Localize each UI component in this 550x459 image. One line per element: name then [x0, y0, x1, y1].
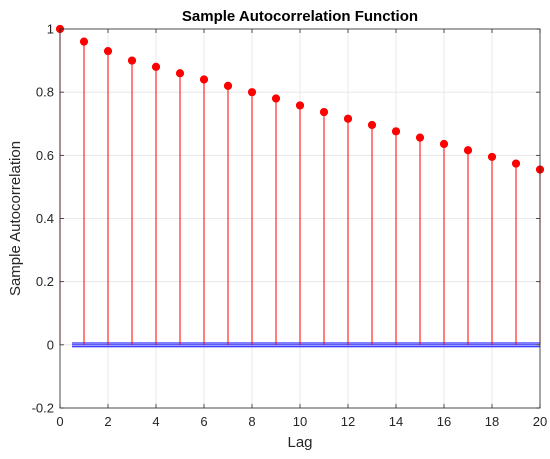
- y-tick-label: 0.2: [36, 274, 54, 289]
- y-tick-label: -0.2: [32, 401, 54, 416]
- tick-layer: 0 2 4 6 8 10 12 14 16 18 20-0.200.20.40.60.81: [32, 22, 548, 430]
- stem-marker: [463, 146, 473, 155]
- x-tick-label: 8: [248, 414, 255, 429]
- stem-marker: [487, 152, 497, 162]
- stem-marker: [343, 114, 353, 123]
- stem-marker: [391, 127, 401, 136]
- stem-marker: [511, 159, 521, 168]
- y-tick-label: 0.4: [36, 211, 54, 226]
- stem-marker: [319, 107, 329, 117]
- stem-marker: [295, 101, 305, 110]
- x-tick-label: 2: [104, 414, 111, 429]
- confidence-bounds: [72, 342, 540, 348]
- stem-marker: [367, 120, 377, 130]
- stem-marker: [439, 139, 449, 149]
- stem-marker: [151, 62, 161, 72]
- stem-marker: [127, 56, 137, 65]
- x-tick-label: 6: [200, 414, 207, 429]
- x-tick-label: 0: [56, 414, 63, 429]
- y-tick-label: 0: [47, 337, 54, 352]
- y-tick-label: 1: [47, 22, 54, 37]
- stem-marker: [103, 47, 113, 56]
- y-tick-label: 0.8: [36, 85, 54, 100]
- x-tick-label: 16: [437, 414, 451, 429]
- x-axis-label: Lag: [287, 434, 312, 451]
- stem-marker: [175, 69, 185, 78]
- stem-marker: [247, 88, 257, 97]
- stem-marker: [199, 75, 209, 84]
- chart-title: Sample Autocorrelation Function: [182, 8, 418, 25]
- x-tick-label: 18: [485, 414, 499, 429]
- stem-marker: [271, 94, 281, 103]
- stem-marker: [415, 133, 425, 142]
- x-tick-label: 10: [293, 414, 307, 429]
- x-tick-label: 20: [533, 414, 547, 429]
- stem-marker: [223, 81, 233, 90]
- stem-marker: [79, 37, 89, 46]
- y-tick-label: 0.6: [36, 148, 54, 163]
- x-tick-label: 14: [389, 414, 403, 429]
- x-tick-label: 4: [152, 414, 159, 429]
- y-axis-label: Sample Autocorrelation: [7, 141, 24, 296]
- x-tick-label: 12: [341, 414, 355, 429]
